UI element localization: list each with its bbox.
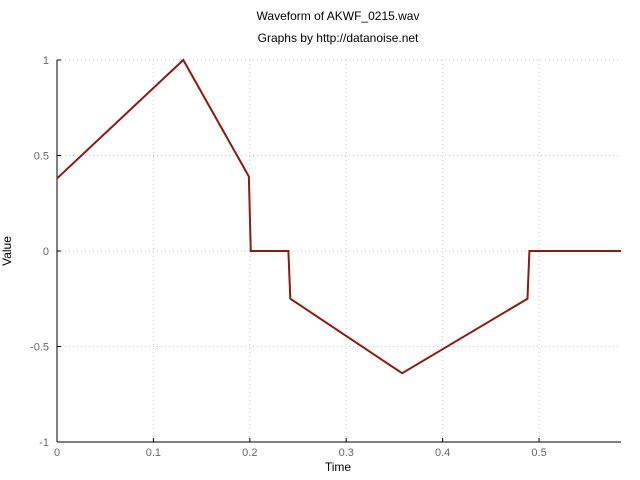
y-tick-label: 1 <box>43 55 49 67</box>
axes <box>56 59 621 443</box>
y-tick-label: 0.5 <box>34 151 49 163</box>
y-tick-label: -1 <box>39 437 49 449</box>
x-tick-label: 0.2 <box>242 447 257 459</box>
x-tick-label: 0.3 <box>339 447 354 459</box>
x-tick-label: 0.1 <box>146 447 161 459</box>
chart-subtitle: Graphs by http://datanoise.net <box>258 31 419 45</box>
y-axis-label: Value <box>0 236 14 266</box>
waveform-series-line <box>56 58 621 375</box>
x-tick-label: 0 <box>54 447 60 459</box>
x-axis-label: Time <box>325 460 352 474</box>
x-tick-label: 0.4 <box>435 447 450 459</box>
tick-labels: 0 0.1 0.2 0.3 0.4 0.5 1 0.5 0 -0.5 -1 <box>30 55 547 459</box>
y-tick-label: 0 <box>43 246 49 258</box>
series <box>56 58 621 375</box>
chart-title: Waveform of AKWF_0215.wav <box>257 9 420 23</box>
y-tick-label: -0.5 <box>30 342 49 354</box>
x-tick-label: 0.5 <box>531 447 546 459</box>
